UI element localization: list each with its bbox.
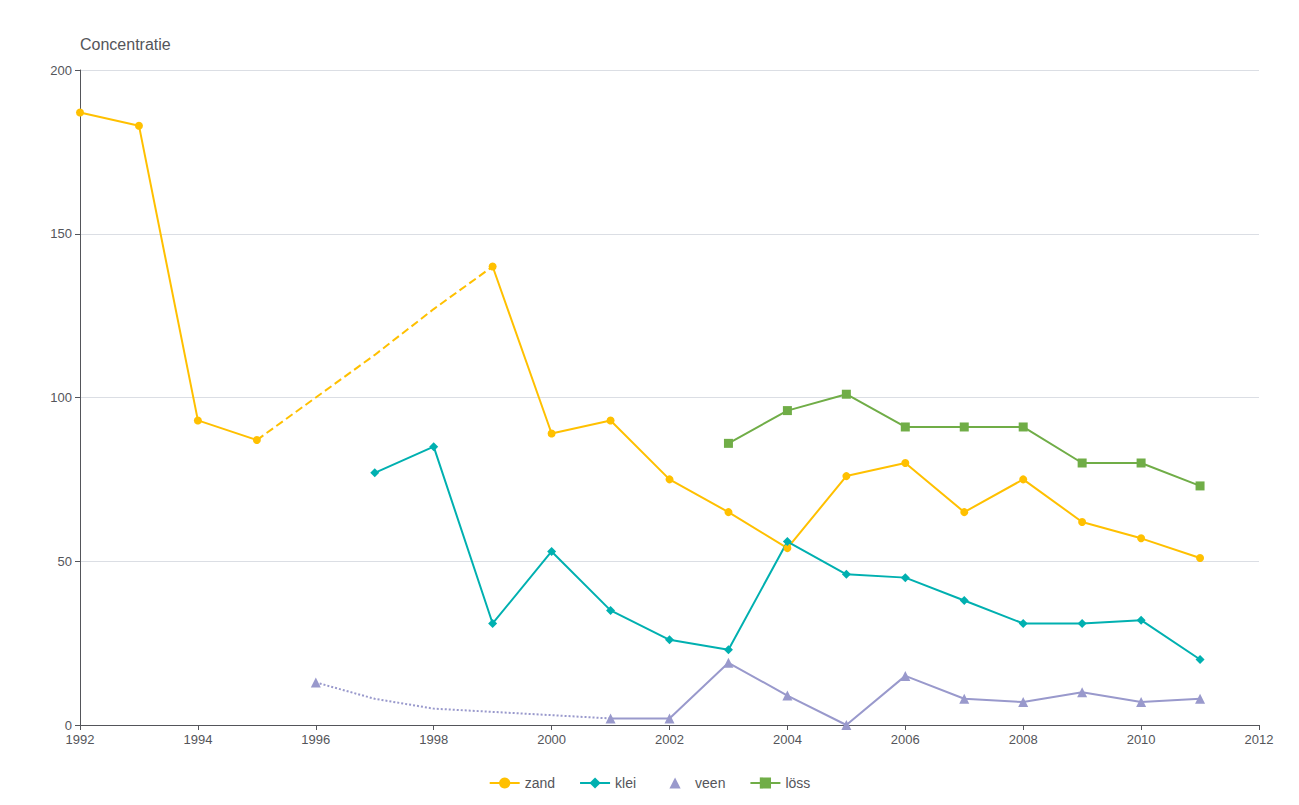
svg-text:veen: veen — [695, 775, 725, 791]
svg-text:zand: zand — [525, 775, 555, 791]
svg-text:Concentratie: Concentratie — [80, 36, 171, 53]
svg-text:100: 100 — [50, 390, 72, 405]
svg-text:1996: 1996 — [301, 732, 330, 747]
svg-text:150: 150 — [50, 226, 72, 241]
svg-text:1998: 1998 — [419, 732, 448, 747]
svg-text:2004: 2004 — [773, 732, 802, 747]
svg-text:2012: 2012 — [1245, 732, 1274, 747]
svg-text:1992: 1992 — [66, 732, 95, 747]
svg-text:0: 0 — [65, 718, 72, 733]
svg-text:löss: löss — [785, 775, 810, 791]
svg-text:2010: 2010 — [1127, 732, 1156, 747]
svg-text:50: 50 — [58, 554, 72, 569]
svg-text:klei: klei — [615, 775, 636, 791]
svg-text:2008: 2008 — [1009, 732, 1038, 747]
svg-text:1994: 1994 — [183, 732, 212, 747]
svg-text:2006: 2006 — [891, 732, 920, 747]
svg-text:2002: 2002 — [655, 732, 684, 747]
svg-text:200: 200 — [50, 63, 72, 78]
svg-text:2000: 2000 — [537, 732, 566, 747]
